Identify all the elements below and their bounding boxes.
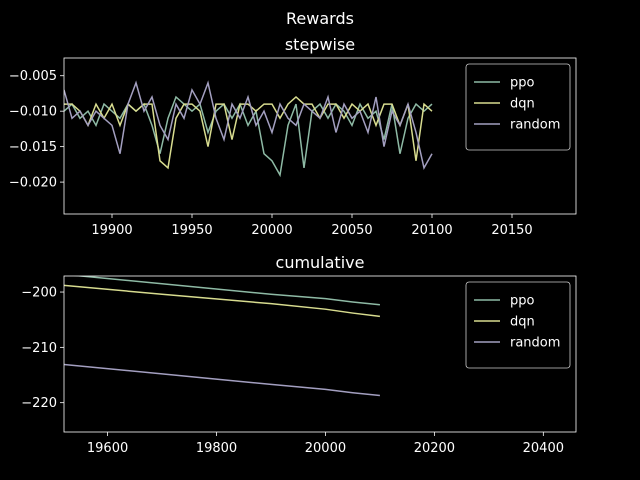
cumulative-series-dqn (64, 284, 381, 318)
stepwise-xtick-label: 20100 (411, 223, 452, 238)
stepwise-title: stepwise (285, 35, 355, 54)
cumulative-subplot: cumulative 19600 19800 20000 20200 20400 −200 −… (21, 253, 577, 456)
cumulative-xtick-label: 20400 (523, 441, 564, 456)
stepwise-xtick-label: 19950 (171, 223, 212, 238)
stepwise-ytick-label: −0.015 (9, 140, 57, 155)
cumulative-ytick-label: −220 (21, 396, 57, 411)
cumulative-legend (465, 281, 571, 369)
stepwise-legend-label-ppo: ppo (510, 76, 535, 91)
stepwise-ytick-label: −0.010 (9, 105, 57, 120)
figure-suptitle: Rewards (286, 9, 354, 28)
cumulative-title: cumulative (276, 253, 365, 272)
cumulative-axes-frame (63, 275, 577, 433)
cumulative-legend-label-ppo: ppo (510, 294, 535, 309)
stepwise-xtick-label: 19900 (91, 223, 132, 238)
cumulative-xtick-label: 20200 (414, 441, 455, 456)
cumulative-legend-label-random: random (510, 336, 560, 351)
cumulative-xtick-label: 19600 (87, 441, 128, 456)
cumulative-ytick-label: −200 (21, 286, 57, 301)
stepwise-legend-label-random: random (510, 118, 560, 133)
stepwise-series-ppo (64, 95, 433, 178)
stepwise-series-dqn (64, 95, 433, 170)
stepwise-ytick-label: −0.020 (9, 176, 57, 191)
stepwise-legend (465, 63, 571, 151)
cumulative-series-random (64, 363, 380, 397)
cumulative-xtick-label: 19800 (196, 441, 237, 456)
stepwise-ytick-label: −0.005 (9, 69, 57, 84)
stepwise-series-random (64, 80, 433, 170)
cumulative-ytick-label: −210 (21, 341, 57, 356)
cumulative-xtick-label: 20000 (305, 441, 346, 456)
stepwise-xtick-label: 20150 (491, 223, 532, 238)
cumulative-series-ppo (73, 276, 380, 306)
stepwise-xtick-label: 20000 (251, 223, 292, 238)
stepwise-legend-label-dqn: dqn (510, 97, 535, 112)
stepwise-subplot: stepwise 19900 19950 20000 20050 20100 20150 −0… (9, 35, 577, 238)
stepwise-xtick-label: 20050 (331, 223, 372, 238)
stepwise-axes-frame (63, 57, 577, 215)
cumulative-legend-label-dqn: dqn (510, 315, 535, 330)
